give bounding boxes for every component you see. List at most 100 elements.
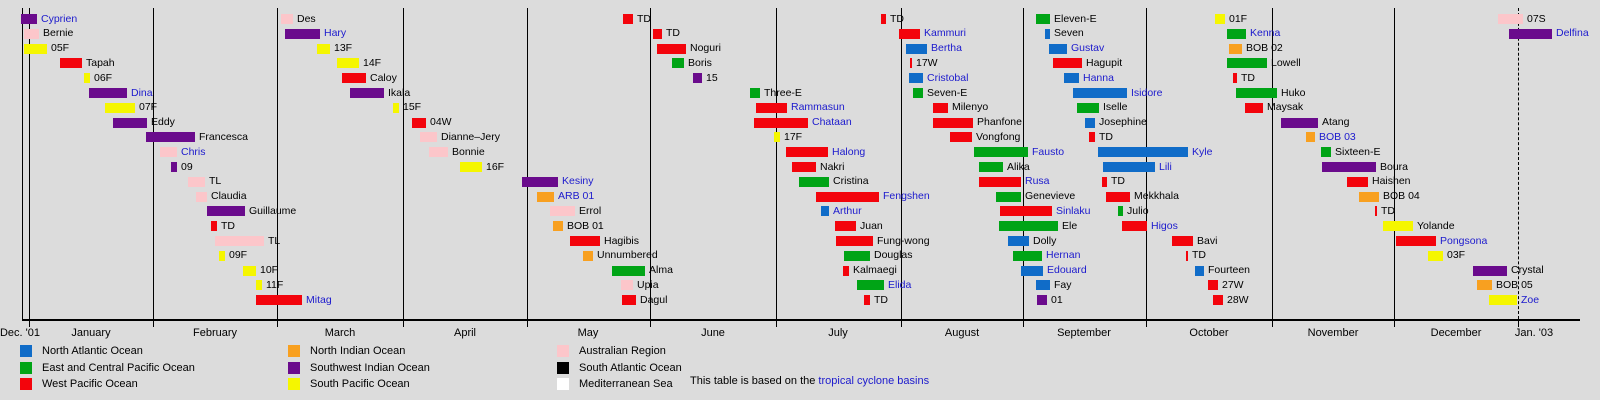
storm-bar bbox=[256, 280, 262, 291]
storm-label[interactable]: Dina bbox=[131, 86, 153, 99]
storm-label[interactable]: Hary bbox=[324, 27, 347, 40]
storm-bar bbox=[996, 191, 1021, 202]
storm-label[interactable]: Elida bbox=[888, 278, 912, 291]
storm-bar bbox=[1036, 280, 1050, 291]
storm-label: BOB 01 bbox=[567, 219, 604, 232]
storm-bar bbox=[799, 176, 829, 187]
storm-label[interactable]: Bertha bbox=[931, 42, 962, 55]
storm-label: Eddy bbox=[151, 116, 175, 129]
storm-label[interactable]: Chris bbox=[181, 145, 206, 158]
storm-bar bbox=[1281, 117, 1318, 128]
storm-label[interactable]: Gustav bbox=[1071, 42, 1105, 55]
storm-label: Milenyo bbox=[952, 101, 989, 114]
storm-label[interactable]: ARB 01 bbox=[558, 190, 595, 203]
storm-bar bbox=[570, 236, 600, 246]
storm-label: Atang bbox=[1322, 116, 1350, 129]
storm-label[interactable]: BOB 03 bbox=[1319, 130, 1356, 143]
storm-label[interactable]: Zoe bbox=[1521, 293, 1540, 306]
storm-label[interactable]: Chataan bbox=[812, 116, 852, 129]
month-gridline bbox=[1023, 8, 1024, 319]
storm-bar bbox=[979, 176, 1021, 187]
storm-label: Eleven-E bbox=[1054, 12, 1097, 25]
month-label: June bbox=[701, 327, 725, 339]
storm-bar bbox=[342, 73, 366, 84]
storm-label[interactable]: Kesiny bbox=[562, 175, 594, 188]
month-gridline bbox=[1272, 8, 1273, 319]
legend-label: Mediterranean Sea bbox=[579, 378, 673, 390]
month-label: February bbox=[192, 327, 238, 339]
legend-label: South Pacific Ocean bbox=[310, 378, 410, 390]
storm-bar bbox=[672, 58, 684, 69]
storm-label[interactable]: Delfina bbox=[1556, 27, 1589, 40]
storm-label: Bernie bbox=[43, 27, 74, 40]
storm-bar bbox=[1322, 162, 1376, 172]
storm-label: Ele bbox=[1062, 219, 1078, 232]
storm-bar bbox=[60, 58, 82, 69]
storm-label[interactable]: Rammasun bbox=[791, 101, 845, 114]
storm-label[interactable]: Edouard bbox=[1047, 264, 1087, 277]
month-gridline bbox=[1518, 8, 1519, 319]
storm-label[interactable]: Cyprien bbox=[41, 12, 78, 25]
axis-tick bbox=[403, 321, 404, 327]
legend-label: West Pacific Ocean bbox=[42, 378, 138, 390]
storm-label[interactable]: Hernan bbox=[1046, 249, 1081, 262]
storm-label[interactable]: Hanna bbox=[1083, 71, 1114, 84]
storm-bar bbox=[750, 88, 760, 98]
storm-bar bbox=[1428, 250, 1443, 261]
storm-bar bbox=[1053, 58, 1082, 69]
storm-bar bbox=[1037, 295, 1047, 306]
legend-label: South Atlantic Ocean bbox=[579, 361, 682, 374]
storm-bar bbox=[933, 117, 973, 128]
storm-label[interactable]: Lili bbox=[1159, 160, 1172, 173]
storm-bar bbox=[754, 117, 808, 128]
storm-label: TL bbox=[268, 234, 281, 247]
storm-bar bbox=[1122, 221, 1147, 232]
legend-label: North Indian Ocean bbox=[310, 345, 406, 357]
storm-bar bbox=[1509, 28, 1552, 39]
month-label: April bbox=[453, 327, 477, 339]
storm-bar bbox=[207, 206, 245, 217]
storm-bar bbox=[1321, 147, 1331, 158]
storm-bar bbox=[1215, 14, 1225, 24]
month-gridline bbox=[153, 8, 154, 319]
storm-label: 17F bbox=[784, 130, 803, 143]
storm-label: TD bbox=[874, 293, 888, 306]
storm-label: Sixteen-E bbox=[1335, 145, 1381, 158]
storm-label: TD bbox=[1241, 71, 1255, 84]
storm-label: Boura bbox=[1380, 160, 1409, 173]
storm-label[interactable]: Kenna bbox=[1250, 27, 1281, 40]
storm-label[interactable]: Mitag bbox=[306, 293, 332, 306]
storm-label[interactable]: Halong bbox=[832, 145, 866, 158]
storm-label: 14F bbox=[363, 56, 382, 69]
storm-label[interactable]: Pongsona bbox=[1440, 234, 1488, 247]
storm-label[interactable]: Fausto bbox=[1032, 145, 1065, 158]
storm-label: Des bbox=[297, 12, 316, 25]
storm-label[interactable]: Rusa bbox=[1025, 175, 1050, 188]
storm-bar bbox=[1073, 88, 1127, 98]
storm-label[interactable]: Kyle bbox=[1192, 145, 1213, 158]
storm-label: Douglas bbox=[874, 249, 913, 262]
storm-bar bbox=[553, 221, 563, 232]
storm-label[interactable]: Kammuri bbox=[924, 27, 967, 40]
storm-label: Cristina bbox=[833, 175, 869, 188]
storm-label[interactable]: Higos bbox=[1151, 219, 1178, 232]
storm-label: Dolly bbox=[1033, 234, 1057, 247]
storm-label: 07F bbox=[139, 101, 158, 114]
storm-label: 07S bbox=[1527, 12, 1546, 25]
storm-label[interactable]: Fengshen bbox=[883, 190, 930, 203]
storm-bar bbox=[412, 117, 426, 128]
storm-label[interactable]: Isidore bbox=[1131, 86, 1163, 99]
storm-bar bbox=[1085, 117, 1095, 128]
storm-label[interactable]: Cristobal bbox=[927, 71, 969, 84]
tropical-cyclone-basins-link[interactable]: tropical cyclone basins bbox=[818, 375, 930, 387]
storm-label[interactable]: Arthur bbox=[833, 204, 862, 217]
storm-bar bbox=[979, 162, 1003, 172]
storm-label[interactable]: Sinlaku bbox=[1056, 204, 1091, 217]
legend-swatch-sa bbox=[557, 361, 569, 374]
storm-label: Haishen bbox=[1372, 175, 1411, 188]
storm-bar bbox=[1227, 28, 1246, 39]
storm-label: Julio bbox=[1127, 204, 1149, 217]
storm-label: 16F bbox=[486, 160, 505, 173]
storm-label: 03F bbox=[1447, 249, 1466, 262]
